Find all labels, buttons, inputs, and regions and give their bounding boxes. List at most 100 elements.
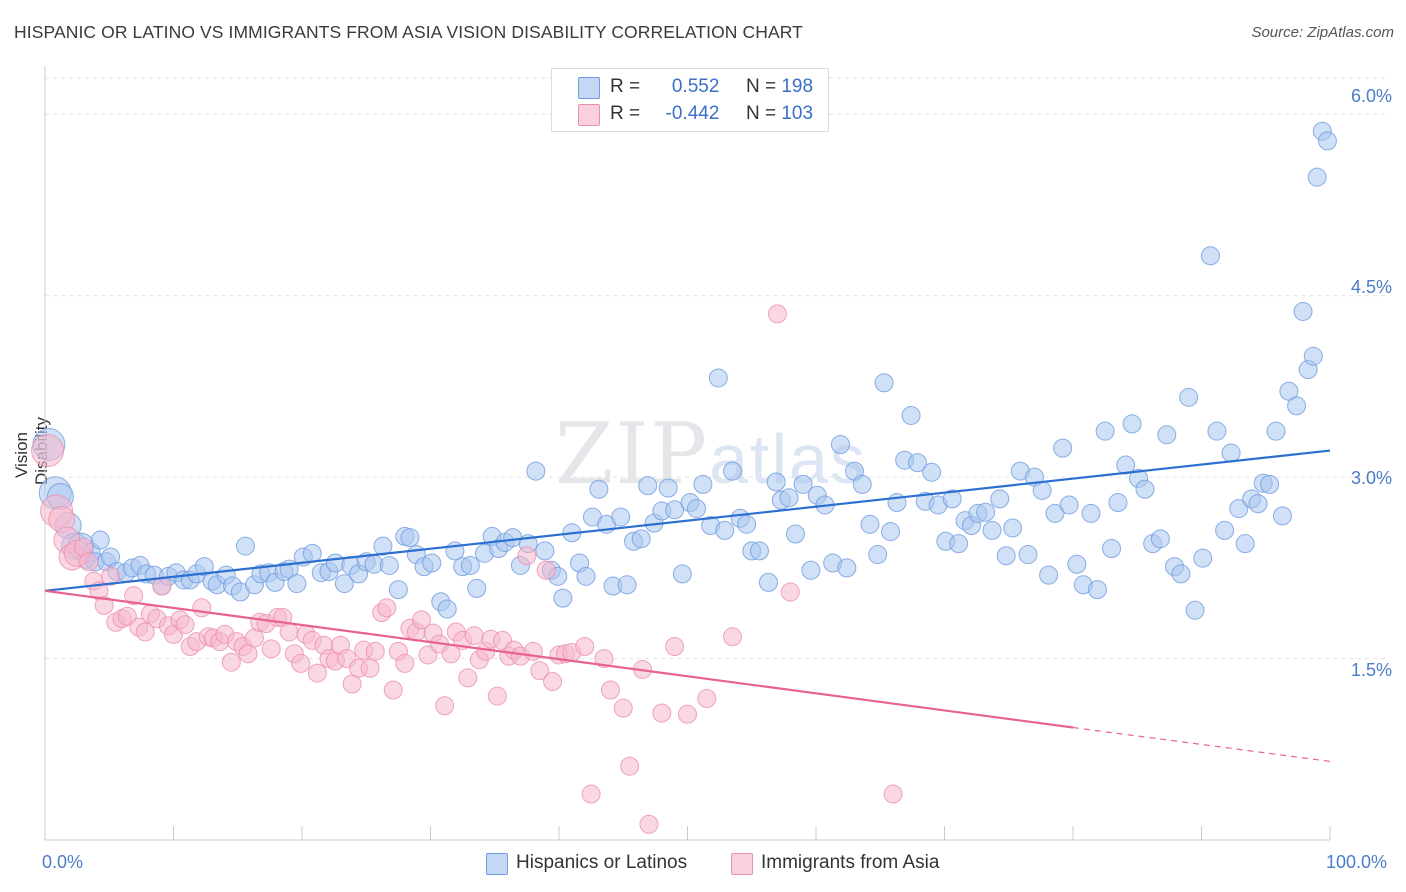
hispanic-point bbox=[1135, 479, 1155, 499]
hispanic-point bbox=[287, 574, 307, 594]
asia-point bbox=[377, 598, 397, 618]
hispanic-point bbox=[708, 368, 728, 388]
watermark-atlas: atlas bbox=[709, 420, 867, 498]
hispanic-point bbox=[334, 574, 354, 594]
asia-point bbox=[124, 586, 144, 606]
r-label: R = bbox=[610, 103, 641, 124]
hispanic-point bbox=[1122, 414, 1142, 434]
asia-point bbox=[395, 653, 415, 673]
asia-point bbox=[365, 641, 385, 661]
y-tick-label: 1.5% bbox=[1350, 660, 1392, 680]
asia-point bbox=[594, 649, 614, 669]
hispanic-point bbox=[535, 541, 555, 561]
stats-legend: R = 0.552 N = 198 R = -0.442 N = 103 bbox=[551, 68, 829, 132]
hispanic-point bbox=[990, 489, 1010, 509]
hispanic-point bbox=[1116, 455, 1136, 475]
hispanic-point bbox=[982, 520, 1002, 540]
hispanic-point bbox=[1045, 503, 1065, 523]
asia-point bbox=[517, 546, 537, 566]
hispanic-point bbox=[1235, 534, 1255, 554]
n-value: 198 bbox=[781, 76, 814, 97]
hispanic-point bbox=[1260, 474, 1280, 494]
asia-point bbox=[620, 756, 640, 776]
hispanic-trend-line bbox=[44, 449, 1331, 592]
asia-point bbox=[652, 703, 672, 723]
hispanic-point bbox=[589, 479, 609, 499]
n-label: N = bbox=[745, 76, 777, 97]
legend-row-pink: R = -0.442 N = 103 bbox=[610, 103, 813, 125]
pink-swatch bbox=[578, 104, 600, 126]
hispanic-point bbox=[837, 558, 857, 578]
hispanic-point bbox=[400, 528, 420, 548]
hispanic-point bbox=[373, 536, 393, 556]
hispanic-point bbox=[766, 472, 786, 492]
asia-point bbox=[135, 622, 155, 642]
hispanic-point bbox=[617, 575, 637, 595]
hispanic-point bbox=[779, 488, 799, 508]
hispanic-point bbox=[1307, 167, 1327, 187]
asia-point bbox=[639, 814, 659, 834]
hispanic-point bbox=[852, 474, 872, 494]
legend-row-blue: R = 0.552 N = 198 bbox=[610, 76, 813, 98]
hispanic-point bbox=[793, 474, 813, 494]
asia-point bbox=[435, 696, 455, 716]
r-value: 0.552 bbox=[671, 76, 720, 97]
asia-point bbox=[543, 672, 563, 692]
hispanic-point bbox=[658, 478, 678, 498]
x-tick-label-min: 0.0% bbox=[42, 852, 84, 872]
hispanic-point bbox=[1293, 301, 1313, 321]
hispanic-point bbox=[1018, 545, 1038, 565]
hispanic-point bbox=[1317, 131, 1337, 151]
hispanic-point bbox=[235, 536, 255, 556]
asia-point bbox=[117, 606, 137, 626]
hispanic-point bbox=[1157, 425, 1177, 445]
r-label: R = bbox=[610, 76, 641, 97]
hispanic-point bbox=[1108, 493, 1128, 513]
hispanic-point bbox=[976, 502, 996, 522]
watermark-zip: ZIP bbox=[555, 405, 710, 503]
asia-point bbox=[360, 658, 380, 678]
hispanic-point bbox=[868, 545, 888, 565]
asia-point bbox=[678, 704, 697, 724]
hispanic-point bbox=[1067, 554, 1087, 574]
hispanic-point bbox=[526, 461, 546, 481]
hispanic-point bbox=[1150, 529, 1170, 549]
asia-point bbox=[665, 636, 685, 656]
blue-swatch bbox=[578, 77, 600, 99]
y-tick-label: 4.5% bbox=[1350, 277, 1392, 297]
chart-title: HISPANIC OR LATINO VS IMMIGRANTS FROM AS… bbox=[14, 22, 803, 42]
hispanic-point bbox=[693, 474, 713, 494]
r-value: -0.442 bbox=[665, 103, 720, 124]
hispanic-point bbox=[874, 373, 894, 393]
hispanic-point bbox=[758, 572, 778, 592]
hispanic-point bbox=[611, 507, 631, 527]
hispanic-point bbox=[90, 530, 110, 550]
hispanic-point bbox=[737, 514, 757, 534]
asia-point bbox=[412, 610, 432, 630]
legend-label-asia: Immigrants from Asia bbox=[761, 852, 940, 873]
hispanic-point bbox=[1215, 520, 1235, 540]
x-tick-label-max: 100.0% bbox=[1326, 852, 1388, 872]
hispanic-point bbox=[1303, 346, 1323, 366]
legend-label-hispanics: Hispanics or Latinos bbox=[516, 852, 688, 873]
asia-point bbox=[94, 595, 114, 615]
asia-point bbox=[175, 615, 195, 635]
hispanic-point bbox=[379, 555, 399, 575]
asia-point bbox=[221, 652, 241, 672]
source-label: Source: ZipAtlas.com bbox=[1251, 24, 1394, 41]
hispanic-point bbox=[686, 499, 706, 519]
hispanic-point bbox=[785, 524, 805, 544]
asia-point bbox=[600, 680, 620, 700]
hispanic-point bbox=[1193, 548, 1213, 568]
hispanic-point bbox=[1053, 438, 1073, 458]
hispanic-point bbox=[922, 462, 942, 482]
hispanic-point bbox=[996, 546, 1016, 566]
hispanic-point bbox=[1266, 421, 1286, 441]
asia-point bbox=[780, 582, 800, 602]
asia-point bbox=[307, 663, 327, 683]
asia-point bbox=[767, 304, 787, 324]
hispanic-point bbox=[942, 489, 962, 509]
legend-swatch-hispanics bbox=[486, 853, 508, 875]
hispanic-point bbox=[467, 578, 487, 598]
